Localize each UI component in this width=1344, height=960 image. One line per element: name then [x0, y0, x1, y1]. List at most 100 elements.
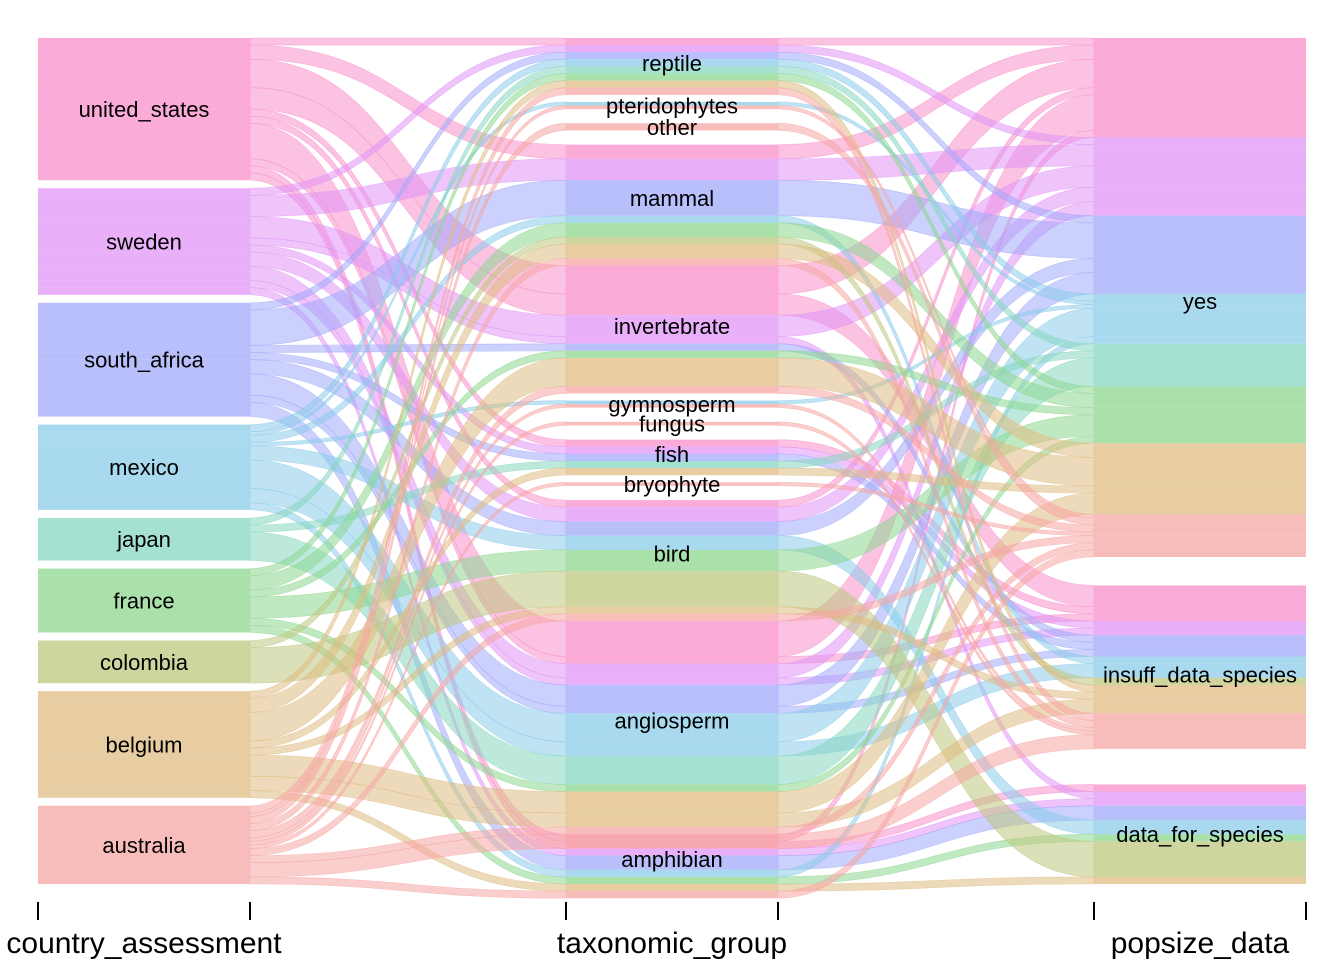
- stratum-lode-sweden-yes: [1094, 187, 1306, 202]
- stratum-lode-mexico-gymnosperm: [566, 400, 778, 405]
- stratum-lode-france-france: [38, 589, 250, 597]
- stratum-lode-australia-pteridophytes: [566, 105, 778, 110]
- stratum-label-reptile: reptile: [642, 51, 702, 76]
- stratum-lode-colombia-insuff-data-species: [1094, 677, 1306, 685]
- stratum-lode-united-states-yes: [1094, 38, 1306, 46]
- stratum-lode-australia-invertebrate: [566, 386, 778, 394]
- stratum-lode-sweden-yes: [1094, 144, 1306, 166]
- stratum-lode-belgium-belgium: [38, 776, 250, 791]
- stratum-lode-united-states-mammal: [566, 144, 778, 159]
- stratum-lode-sweden-angiosperm: [566, 663, 778, 678]
- stratum-lode-south-africa-south-africa: [38, 352, 250, 360]
- stratum-label-other: other: [647, 115, 697, 140]
- stratum-lode-belgium-yes: [1094, 485, 1306, 494]
- stratum-lode-south-africa-data-for-species: [1094, 805, 1306, 821]
- stratum-lode-sweden-sweden: [38, 195, 250, 217]
- stratum-lode-sweden-reptile: [566, 45, 778, 53]
- stratum-lode-sweden-sweden: [38, 216, 250, 238]
- stratum-lode-sweden-insuff-data-species: [1094, 620, 1306, 629]
- flow-australia-bird-yes: [249, 613, 567, 856]
- flow-belgium-bird-insuff-data-species: [777, 606, 1095, 700]
- stratum-lode-belgium-angiosperm: [566, 791, 778, 813]
- stratum-lode-belgium-amphibian: [566, 884, 778, 892]
- stratum-lode-japan-japan: [38, 532, 250, 561]
- stratum-lode-japan-yes: [1094, 357, 1306, 387]
- stratum-lode-australia-australia: [38, 823, 250, 831]
- stratum-lode-mexico-data-for-species: [1094, 820, 1306, 835]
- stratum-lode-france-mammal: [566, 222, 778, 238]
- stratum-label-gymnosperm: gymnosperm: [608, 392, 735, 417]
- stratum-lode-colombia-colombia: [38, 647, 250, 684]
- stratum-lode-united-states-united-states: [38, 38, 250, 46]
- stratum-label-angiosperm: angiosperm: [615, 708, 730, 733]
- stratum-lode-france-france: [38, 568, 250, 576]
- flow-australia-amphibian-yes: [249, 876, 567, 899]
- stratum-lode-belgium-belgium: [38, 740, 250, 749]
- flow-layer: [38, 37, 1306, 899]
- stratum-label-belgium: belgium: [105, 732, 182, 757]
- flow-australia-invertebrate-yes: [249, 386, 567, 839]
- stratum-lode-south-africa-reptile: [566, 52, 778, 60]
- stratum-lode-sweden-yes: [1094, 165, 1306, 188]
- stratum-lode-mexico-amphibian: [566, 869, 778, 877]
- stratum-lode-japan-fish: [566, 460, 778, 469]
- stratum-lode-south-africa-south-africa: [38, 302, 250, 310]
- stratum-label-yes: yes: [1183, 289, 1217, 314]
- stratum-lode-mexico-yes: [1094, 308, 1306, 337]
- stratum-lode-south-africa-insuff-data-species: [1094, 635, 1306, 643]
- stratum-lode-united-states-reptile: [566, 38, 778, 46]
- stratum-lode-united-states-yes: [1094, 59, 1306, 88]
- stratum-lode-united-states-invertebrate: [566, 265, 778, 294]
- stratum-lode-united-states-insuff-data-species: [1094, 585, 1306, 607]
- stratum-lode-belgium-insuff-data-species: [1094, 692, 1306, 700]
- stratum-lode-sweden-mammal: [566, 158, 778, 181]
- stratum-lode-france-yes: [1094, 414, 1306, 437]
- stratum-lode-mexico-bird: [566, 535, 778, 550]
- stratum-lode-belgium-angiosperm: [566, 812, 778, 828]
- stratum-lode-sweden-angiosperm: [566, 677, 778, 685]
- stratum-lode-united-states-united-states: [38, 87, 250, 110]
- stratum-lode-australia-yes: [1094, 514, 1306, 518]
- stratum-lode-mexico-angiosperm: [566, 713, 778, 742]
- stratum-lode-mexico-mexico: [38, 435, 250, 443]
- stratum-lode-united-states-angiosperm: [566, 656, 778, 664]
- stratum-lode-belgium-belgium: [38, 748, 250, 756]
- stratum-lode-south-africa-south-africa: [38, 402, 250, 417]
- stratum-lode-sweden-sweden: [38, 245, 250, 253]
- stratum-lode-australia-insuff-data-species: [1094, 713, 1306, 721]
- stratum-lode-south-africa-south-africa: [38, 359, 250, 374]
- stratum-lode-united-states-united-states: [38, 109, 250, 117]
- stratum-lode-belgium-fish: [566, 468, 778, 476]
- stratum-lode-australia-australia: [38, 812, 250, 817]
- stratum-lode-australia-bryophyte: [566, 482, 778, 486]
- stratum-lode-united-states-yes: [1094, 87, 1306, 95]
- stratum-lode-australia-australia: [38, 841, 250, 845]
- stratum-lode-australia-yes: [1094, 535, 1306, 543]
- stratum-lode-australia-bird: [566, 613, 778, 621]
- stratum-lode-colombia-mammal: [566, 237, 778, 245]
- stratum-lode-south-africa-south-africa: [38, 309, 250, 346]
- stratum-label-bird: bird: [654, 541, 691, 566]
- stratum-lode-belgium-yes: [1094, 457, 1306, 486]
- stratum-lode-belgium-yes: [1094, 493, 1306, 515]
- stratum-lode-mexico-mexico: [38, 502, 250, 510]
- stratum-lode-sweden-sweden: [38, 287, 250, 295]
- stratum-lode-united-states-united-states: [38, 165, 250, 174]
- stratum-lode-australia-gymnosperm: [566, 404, 778, 408]
- stratum-lode-united-states-yes: [1094, 130, 1306, 138]
- stratum-lode-australia-australia: [38, 830, 250, 838]
- stratum-label-pteridophytes: pteridophytes: [606, 94, 738, 119]
- stratum-lode-australia-australia: [38, 855, 250, 863]
- stratum-lode-japan-japan: [38, 524, 250, 533]
- stratum-lode-australia-australia: [38, 816, 250, 824]
- stratum-lode-australia-yes: [1094, 542, 1306, 550]
- stratum-lode-mexico-mammal: [566, 215, 778, 223]
- stratum-lode-south-africa-insuff-data-species: [1094, 642, 1306, 650]
- stratum-lode-united-states-insuff-data-species: [1094, 606, 1306, 614]
- stratum-lode-france-amphibian: [566, 876, 778, 884]
- stratum-lode-colombia-data-for-species: [1094, 841, 1306, 877]
- stratum-lode-japan-japan: [38, 517, 250, 525]
- stratum-lode-mexico-mexico: [38, 431, 250, 436]
- stratum-lode-australia-insuff-data-species: [1094, 720, 1306, 728]
